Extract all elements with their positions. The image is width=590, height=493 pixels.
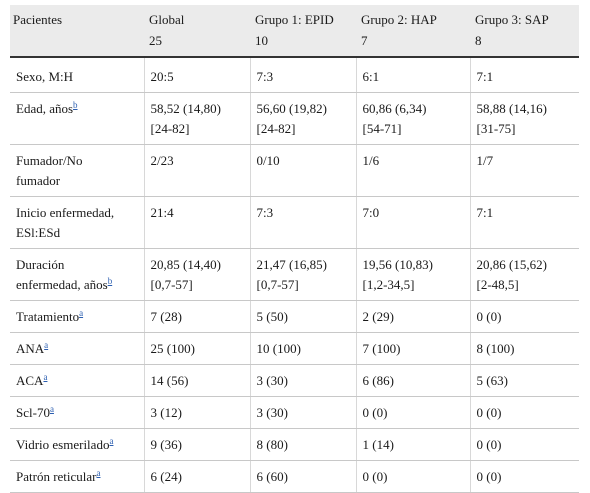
cell-c3: 7 (100) (356, 332, 471, 365)
table-row: Sexo, M:H 20:5 7:3 6:1 7:1 (10, 57, 579, 93)
cell-c4: 1/7 (470, 144, 579, 197)
cell-c2: 7:3 (250, 57, 357, 93)
row-label: Vidrio esmeriladoa (10, 428, 145, 461)
cell-c1: 20,85 (14,40) [0,7-57] (144, 248, 251, 301)
cell-c3: 7:0 (356, 196, 471, 249)
cell-c3: 0 (0) (356, 460, 471, 493)
table-row: Duración enfermedad, añosb 20,85 (14,40) [0… (10, 248, 579, 301)
cell-c2: 56,60 (19,82) [24-82] (250, 92, 357, 145)
cell-c4: 7:1 (470, 57, 579, 93)
cell-c3: 60,86 (6,34) [54-71] (356, 92, 471, 145)
cell-c2: 21,47 (16,85) [0,7-57] (250, 248, 357, 301)
cell-c1: 7 (28) (144, 300, 251, 333)
table-row: Scl-70a 3 (12) 3 (30) 0 (0) 0 (0) (10, 396, 579, 429)
cell-c1: 25 (100) (144, 332, 251, 365)
table-row: ANAa 25 (100) 10 (100) 7 (100) 8 (100) (10, 332, 579, 365)
footnote-link[interactable]: a (96, 467, 101, 478)
table-row: ACAa 14 (56) 3 (30) 6 (86) 5 (63) (10, 364, 579, 397)
row-label: Edad, añosb (10, 92, 145, 145)
header-global: Global 25 (144, 5, 250, 58)
table-row: Fumador/No fumador 2/23 0/10 1/6 1/7 (10, 144, 579, 197)
cell-c1: 58,52 (14,80) [24-82] (144, 92, 251, 145)
row-label: Duración enfermedad, añosb (10, 248, 145, 301)
cell-c1: 14 (56) (144, 364, 251, 397)
cell-c4: 58,88 (14,16) [31-75] (470, 92, 579, 145)
header-row: Pacientes Global 25 Grupo 1: EPID 10 Grupo… (10, 5, 579, 58)
row-label: Sexo, M:H (10, 57, 145, 93)
cell-c2: 0/10 (250, 144, 357, 197)
cell-c1: 20:5 (144, 57, 251, 93)
row-label: Patrón reticulara (10, 460, 145, 493)
table-row: Patrón reticulara 6 (24) 6 (60) 0 (0) 0 (0) (10, 460, 579, 493)
footnote-link[interactable]: b (73, 99, 78, 110)
patients-table: Pacientes Global 25 Grupo 1: EPID 10 Grupo… (10, 5, 579, 493)
footnote-link[interactable]: a (43, 371, 48, 382)
cell-c4: 0 (0) (470, 396, 579, 429)
table-body: Sexo, M:H 20:5 7:3 6:1 7:1 Edad, añosb 58,52 (… (10, 57, 579, 493)
cell-c2: 10 (100) (250, 332, 357, 365)
table-row: Tratamientoa 7 (28) 5 (50) 2 (29) 0 (0) (10, 300, 579, 333)
cell-c2: 6 (60) (250, 460, 357, 493)
cell-c1: 2/23 (144, 144, 251, 197)
row-label: Inicio enfermedad, ESl:ESd (10, 196, 145, 249)
cell-c3: 6 (86) (356, 364, 471, 397)
cell-c1: 9 (36) (144, 428, 251, 461)
footnote-link[interactable]: a (49, 403, 54, 414)
header-grupo-1: Grupo 1: EPID 10 (250, 5, 356, 58)
row-label: ANAa (10, 332, 145, 365)
cell-c4: 20,86 (15,62) [2-48,5] (470, 248, 579, 301)
cell-c4: 8 (100) (470, 332, 579, 365)
footnote-link[interactable]: a (44, 339, 49, 350)
header-grupo-3: Grupo 3: SAP 8 (470, 5, 579, 58)
cell-c2: 8 (80) (250, 428, 357, 461)
cell-c4: 5 (63) (470, 364, 579, 397)
cell-c3: 1/6 (356, 144, 471, 197)
table-row: Edad, añosb 58,52 (14,80) [24-82] 56,60 (19… (10, 92, 579, 145)
cell-c3: 0 (0) (356, 396, 471, 429)
row-label: Tratamientoa (10, 300, 145, 333)
cell-c1: 21:4 (144, 196, 251, 249)
row-label: Fumador/No fumador (10, 144, 145, 197)
cell-c3: 1 (14) (356, 428, 471, 461)
cell-c3: 2 (29) (356, 300, 471, 333)
cell-c2: 5 (50) (250, 300, 357, 333)
header-pacientes: Pacientes (10, 5, 144, 58)
cell-c4: 0 (0) (470, 300, 579, 333)
cell-c3: 6:1 (356, 57, 471, 93)
cell-c4: 0 (0) (470, 428, 579, 461)
row-label: ACAa (10, 364, 145, 397)
row-label: Scl-70a (10, 396, 145, 429)
footnote-link[interactable]: a (109, 435, 114, 446)
cell-c4: 0 (0) (470, 460, 579, 493)
cell-c1: 6 (24) (144, 460, 251, 493)
cell-c1: 3 (12) (144, 396, 251, 429)
header-grupo-2: Grupo 2: HAP 7 (356, 5, 470, 58)
table-row: Vidrio esmeriladoa 9 (36) 8 (80) 1 (14) 0 (0… (10, 428, 579, 461)
cell-c2: 3 (30) (250, 396, 357, 429)
cell-c2: 7:3 (250, 196, 357, 249)
cell-c4: 7:1 (470, 196, 579, 249)
table-row: Inicio enfermedad, ESl:ESd 21:4 7:3 7:0 7:1 (10, 196, 579, 249)
footnote-link[interactable]: b (107, 275, 113, 286)
cell-c3: 19,56 (10,83) [1,2-34,5] (356, 248, 471, 301)
cell-c2: 3 (30) (250, 364, 357, 397)
footnote-link[interactable]: a (79, 307, 84, 318)
